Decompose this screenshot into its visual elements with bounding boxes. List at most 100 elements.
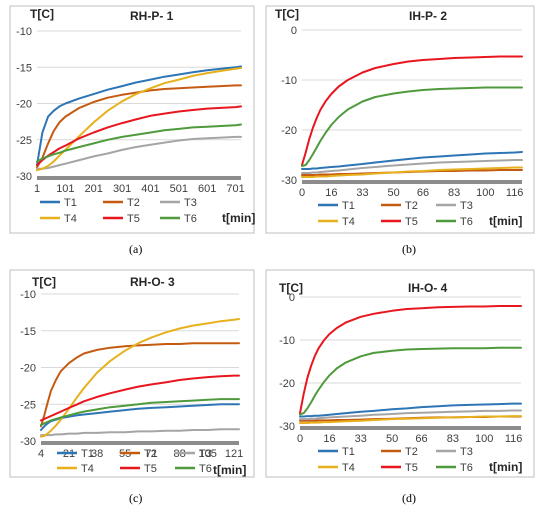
legend-entry-t4: T4 (57, 463, 94, 475)
legend-label: T3 (460, 200, 473, 212)
legend-label: T1 (342, 446, 355, 458)
legend-label: T4 (64, 213, 77, 225)
x-tick-label: 16 (323, 433, 335, 445)
series-line-t1 (299, 402, 522, 418)
x-tick-label: 66 (415, 433, 427, 445)
y-tick-label: 0 (289, 292, 295, 304)
y-tick-label: -10 (16, 26, 32, 38)
legend-entry-t2: T2 (381, 446, 418, 458)
x-tick-label: 0 (299, 187, 305, 199)
panel-frame (9, 269, 255, 478)
legend-entry-t5: T5 (381, 216, 418, 228)
legend-label: T5 (127, 213, 140, 225)
legend-label: T1 (81, 448, 94, 460)
legend-entry-t3: T3 (175, 448, 212, 460)
legend-entry-t6: T6 (160, 213, 197, 225)
panel-caption: (a) (129, 242, 142, 256)
legend-label: T5 (405, 462, 418, 474)
series-line-t3 (40, 428, 240, 437)
x-tick-label: 401 (141, 183, 159, 195)
legend-entry-t4: T4 (40, 213, 77, 225)
legend-label: T2 (405, 200, 418, 212)
series-line-t3 (301, 159, 523, 174)
x-axis-label: t[min] (489, 214, 522, 228)
legend-entry-t3: T3 (160, 197, 197, 209)
series-line-t5 (301, 55, 523, 166)
series-line-t2 (40, 342, 240, 428)
legend-entry-t1: T1 (318, 200, 355, 212)
y-axis-label: T[C] (279, 281, 303, 295)
legend-label: T4 (81, 463, 94, 475)
series-line-t4 (299, 415, 522, 424)
series-line-t5 (40, 374, 240, 422)
y-tick-label: -15 (16, 62, 32, 74)
x-tick-label: 201 (85, 183, 103, 195)
series-line-t6 (40, 398, 240, 426)
chart-title: IH-O- 4 (408, 281, 448, 295)
y-axis-label: T[C] (32, 275, 56, 289)
x-tick-label: 38 (91, 448, 103, 460)
chart-panel-4: -30 -20 -10 0 0 16 33 50 66 83 100 116 IH-O- 4 T[C] T1… (265, 269, 535, 505)
legend-label: T6 (460, 216, 473, 228)
y-tick-label: -20 (279, 378, 295, 390)
legend-label: T1 (64, 197, 77, 209)
y-tick-label: -20 (16, 99, 32, 111)
y-axis-label: T[C] (30, 7, 54, 21)
x-tick-label: 101 (56, 183, 74, 195)
series-line-t6 (301, 86, 523, 167)
series-line-t4 (36, 67, 242, 172)
panel-caption: (d) (402, 491, 416, 505)
chart-panel-1: -30 -25 -20 -15 -10 1 101 201 301 401 501 601 701 RH-… (9, 5, 255, 256)
chart-title: IH-P- 2 (409, 9, 447, 23)
y-tick-label: 0 (291, 25, 297, 37)
legend-entry-t3: T3 (436, 446, 473, 458)
y-tick-label: -30 (20, 436, 36, 448)
y-tick-label: -25 (20, 399, 36, 411)
x-tick-label: 71 (145, 448, 157, 460)
series-line-t6 (36, 123, 242, 163)
legend-entry-t4: T4 (318, 216, 355, 228)
x-tick-label: 121 (225, 448, 243, 460)
chart-panel-2: -30 -20 -10 0 0 16 33 50 66 83 100 116 IH-P- 2 T[C] T1… (265, 5, 535, 256)
legend-label: T5 (144, 463, 157, 475)
legend-label: T2 (405, 446, 418, 458)
legend-label: T3 (460, 446, 473, 458)
y-tick-label: -15 (20, 326, 36, 338)
legend-label: T4 (342, 216, 355, 228)
x-tick-label: 1 (34, 183, 40, 195)
x-tick-label: 16 (325, 187, 337, 199)
legend-entry-t2: T2 (103, 197, 140, 209)
series-line-t2 (36, 84, 242, 169)
x-tick-label: 116 (506, 187, 524, 199)
y-tick-label: -10 (281, 75, 297, 87)
legend-entry-t1: T1 (57, 448, 94, 460)
legend-entry-t6: T6 (436, 462, 473, 474)
x-axis-label: t[min] (222, 211, 255, 225)
series-line-t5 (36, 105, 242, 167)
y-tick-label: -25 (16, 135, 32, 147)
legend-entry-t1: T1 (40, 197, 77, 209)
chart-title: RH-P- 1 (130, 9, 174, 23)
x-tick-label: 33 (355, 433, 367, 445)
panel-frame (265, 269, 535, 478)
legend-label: T2 (127, 197, 140, 209)
x-tick-label: 33 (356, 187, 368, 199)
legend-entry-t1: T1 (318, 446, 355, 458)
x-tick-label: 100 (475, 433, 493, 445)
legend-label: T2 (144, 448, 157, 460)
series-line-t4 (301, 166, 523, 178)
x-tick-label: 105 (198, 448, 216, 460)
y-axis-label: T[C] (275, 7, 299, 21)
legend-label: T1 (342, 200, 355, 212)
legend-label: T5 (405, 216, 418, 228)
panel-frame (265, 5, 535, 234)
x-tick-label: 301 (113, 183, 131, 195)
legend-label: T6 (184, 213, 197, 225)
series-line-t5 (299, 305, 522, 415)
legend-entry-t4: T4 (318, 462, 355, 474)
series-line-t4 (40, 318, 240, 438)
x-tick-label: 66 (417, 187, 429, 199)
y-tick-label: -30 (279, 421, 295, 433)
x-tick-label: 4 (38, 448, 44, 460)
